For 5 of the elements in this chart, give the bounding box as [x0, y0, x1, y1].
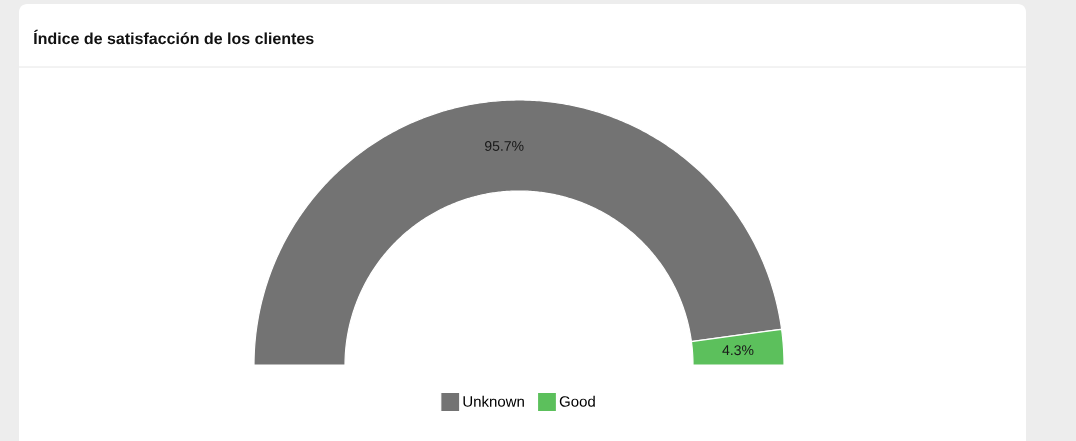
data-label: 4.3% [722, 345, 754, 356]
data-label: 95.7% [485, 141, 524, 151]
chart-title: Índice de satisfacción de los clientes [34, 29, 314, 45]
legend-label: Unknown [463, 395, 524, 407]
legend-label: Good [559, 395, 595, 407]
